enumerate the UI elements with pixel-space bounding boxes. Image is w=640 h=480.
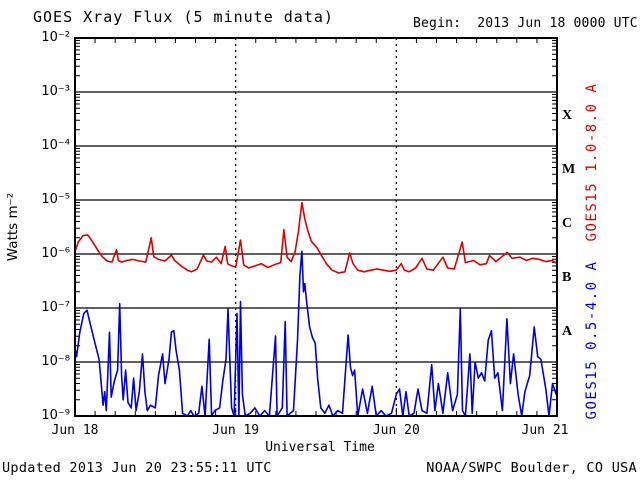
y-tick-label: 10⁻⁵ [41, 192, 70, 207]
y-tick-label: 10⁻³ [41, 84, 70, 99]
source-attribution: NOAA/SWPC Boulder, CO USA [426, 460, 637, 476]
flux-class-M: M [562, 162, 576, 177]
x-tick-label: Jun 19 [212, 423, 260, 438]
plot-frame [74, 37, 558, 417]
flux-class-X: X [562, 108, 573, 123]
begin-timestamp: Begin: 2013 Jun 18 0000 UTC [413, 16, 638, 31]
series-line-0.5-4.0-- [74, 250, 557, 417]
x-tick-label: Jun 18 [51, 423, 99, 438]
updated-timestamp: Updated 2013 Jun 20 23:55:11 UTC [2, 460, 272, 476]
x-tick-label: Jun 21 [521, 423, 569, 438]
y-tick-label: 10⁻⁴ [41, 138, 70, 153]
series-line-1.0-8.0-- [74, 201, 558, 274]
series-label-short-channel: GOES15 0.5-4.0 A [584, 260, 600, 420]
y-axis-title: Watts m⁻² [5, 192, 21, 262]
flux-class-C: C [562, 216, 573, 231]
x-tick-label: Jun 20 [372, 423, 420, 438]
flux-class-A: A [562, 324, 573, 339]
y-tick-label: 10⁻⁹ [41, 408, 70, 423]
chart-title: GOES Xray Flux (5 minute data) [33, 8, 334, 26]
flux-class-B: B [562, 270, 572, 285]
y-tick-label: 10⁻⁸ [41, 354, 70, 369]
y-tick-label: 10⁻² [41, 30, 70, 45]
y-tick-label: 10⁻⁶ [41, 246, 70, 261]
y-tick-label: 10⁻⁷ [41, 300, 70, 315]
x-axis-title: Universal Time [265, 440, 375, 455]
